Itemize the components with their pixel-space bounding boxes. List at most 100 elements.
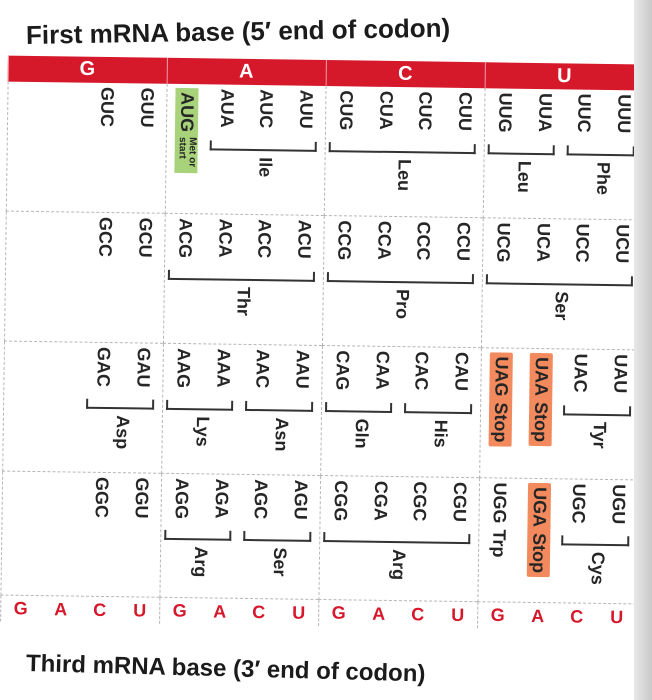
codon-text: UGA (529, 486, 550, 528)
first-base-letter: G (79, 58, 96, 81)
codon-text: UUA (534, 92, 556, 133)
codon-text: UAC (570, 353, 592, 393)
codon-text: AUU (295, 89, 317, 129)
page-edge (634, 0, 652, 700)
codon-text: CAC (411, 351, 433, 391)
third-base-label: G (160, 598, 200, 625)
stop-highlight: UGA Stop (526, 482, 551, 578)
codon-text: CCU (452, 221, 474, 262)
codon-text: AGU (290, 479, 311, 520)
codon-text: CGC (409, 481, 431, 522)
codon-entry (41, 476, 82, 592)
codon-cell: CAU CAC CAA CAG His Gln (320, 345, 481, 479)
amino-acid-bracket (487, 144, 556, 156)
amino-acid-inline: Trp (489, 529, 510, 558)
codon-cell: UGU UGC UGA Stop UGG Trp Cys (477, 478, 639, 605)
codon-cell: CUU CUC CUA CUG Leu (323, 86, 485, 219)
codon-text: GCC (95, 216, 116, 258)
third-base-label: C (398, 601, 438, 628)
amino-acid-label: Asp (112, 415, 134, 450)
third-base-label: U (279, 599, 319, 626)
amino-acid-label: Ser (269, 547, 291, 577)
third-base-label: A (359, 601, 399, 628)
codon-cell: CGU CGC CGA CGG Arg (318, 475, 480, 603)
first-base-label: U (484, 62, 644, 91)
amino-acid-bracket (563, 405, 632, 417)
amino-acid-bracket (325, 402, 393, 413)
codon-text: CUG (336, 90, 357, 131)
codon-entry (7, 86, 48, 208)
third-base-label: U (438, 602, 478, 629)
codon-text: GUC (97, 86, 118, 128)
third-base-label: A (41, 596, 81, 623)
codon-text: CGG (330, 480, 352, 522)
met-start-highlight: AUG Met or start (174, 87, 199, 174)
codon-text: CAA (372, 350, 393, 390)
third-base-letter: C (252, 601, 266, 622)
codon-text: AAG (173, 347, 195, 389)
amino-acid-label: Leu (513, 160, 535, 193)
third-base-label: C (239, 599, 279, 626)
amino-acid-bracket (323, 532, 471, 545)
codon-entry: GUU (125, 87, 166, 209)
third-base-letter: A (212, 601, 227, 622)
codon-entry: AUG Met or start (166, 87, 207, 210)
met-start-label: Met or start (176, 136, 198, 168)
codon-entry: UAG Stop (480, 352, 521, 474)
codon-text: UCG (493, 222, 514, 263)
codon-text: AUG (177, 91, 198, 133)
codon-cell: ACU ACC ACA ACG Thr (162, 213, 324, 346)
codon-text: ACA (214, 218, 236, 258)
codon-cell: AUU AUC AUA AUG Met or start Ile (164, 83, 326, 217)
amino-acid-bracket (485, 274, 633, 287)
third-base-title: Third mRNA base (3′ end of codon) (25, 650, 426, 688)
codon-entry: UGG Trp (478, 482, 519, 598)
codon-entry: GUC (86, 87, 127, 209)
codon-text: ACU (293, 219, 315, 259)
codon-text: CUA (375, 90, 397, 131)
amino-acid-label: Phe (593, 161, 614, 196)
codon-cell: AGU AGC AGA AGG Ser Arg (159, 473, 321, 600)
codon-cell: UAU UAC UAA Stop UAG Stop Tyr (479, 348, 640, 481)
third-base-letter: C (411, 603, 425, 624)
first-base-label: A (166, 57, 326, 87)
codon-cell: GUU GUC (5, 81, 167, 214)
amino-acid-label: Ser (551, 291, 573, 321)
third-base-letter: A (530, 605, 545, 626)
amino-acid-inline: Stop (530, 401, 551, 443)
first-base-title: First mRNA base (5′ end of codon) (25, 12, 451, 50)
codon-text: UUU (613, 94, 635, 134)
codon-text: ACG (175, 217, 196, 259)
codon-cell: GAU GAC Asp (2, 341, 163, 474)
codon-text: UGC (568, 483, 590, 524)
amino-acid-label: Arg (389, 548, 410, 581)
codon-text: ACC (254, 219, 275, 259)
stop-highlight: UAA Stop (528, 352, 553, 447)
third-base-letter: G (331, 602, 347, 623)
amino-acid-bracket (561, 535, 630, 547)
third-base-letter: G (172, 600, 188, 621)
third-base-label: U (120, 597, 160, 624)
codon-cell: CCU CCC CCA CCG Pro (321, 216, 483, 349)
third-base-letter: U (609, 606, 624, 627)
first-base-label: C (325, 60, 485, 89)
codon-entry (45, 216, 86, 338)
amino-acid-label: Arg (190, 546, 211, 578)
amino-acid-label: His (430, 419, 452, 448)
codon-text: GGU (131, 477, 152, 519)
amino-acid-bracket (164, 529, 232, 541)
codon-text: GGC (91, 476, 113, 519)
codon-entry: UAA Stop (520, 352, 561, 475)
codon-entry (3, 346, 44, 468)
codon-entry: UGA Stop (518, 482, 559, 599)
codon-text: GAU (133, 347, 154, 388)
amino-acid-label: Thr (233, 286, 255, 317)
codon-text: UUC (574, 93, 595, 133)
amino-acid-label: Asn (271, 417, 293, 452)
amino-acid-bracket (328, 142, 476, 155)
amino-acid-bracket (166, 399, 234, 411)
amino-acid-inline: Stop (528, 532, 550, 574)
third-base-label: G (478, 602, 518, 629)
amino-acid-label: Cys (587, 551, 609, 586)
